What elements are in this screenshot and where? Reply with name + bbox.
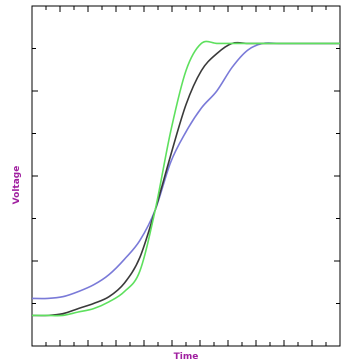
x-axis-label: Time — [174, 352, 199, 362]
axis-ticks — [32, 6, 340, 346]
y-axis-label: Voltage — [12, 166, 22, 205]
plot-frame — [31, 5, 341, 347]
series-line-3 — [31, 40, 340, 317]
series-lines — [31, 40, 340, 317]
